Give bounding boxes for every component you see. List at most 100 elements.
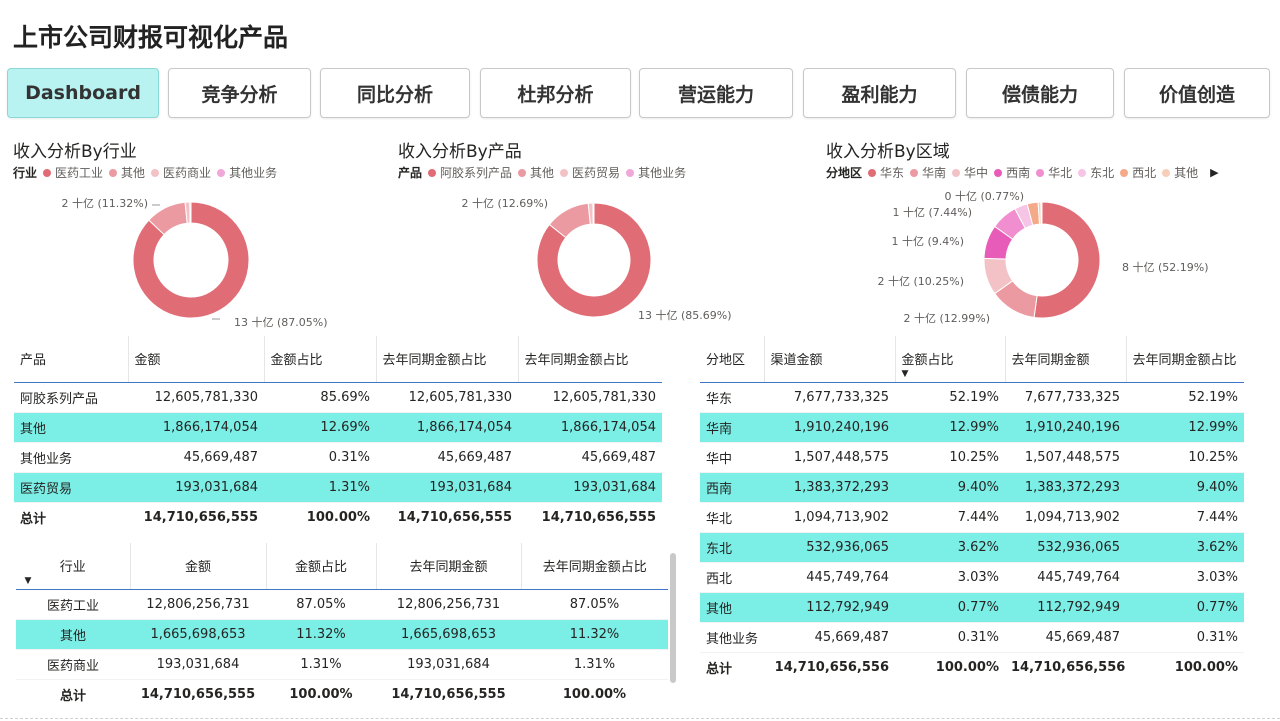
legend-dot-icon (1078, 168, 1087, 177)
donut-slice-其他业务[interactable] (189, 201, 192, 224)
donut-slice-其他业务[interactable] (1040, 201, 1043, 225)
column-header[interactable]: 去年同期金额占比 (375, 336, 518, 383)
column-header[interactable]: 去年同期金额 (1004, 336, 1126, 383)
column-header[interactable]: 去年同期金额 (375, 543, 521, 590)
product-chart-title: 收入分析By产品 (398, 142, 522, 162)
table-cell: 112,792,949 (1005, 592, 1126, 623)
table-row[interactable]: 医药商业 193,031,684 1.31% 193,031,684 1.31% (16, 649, 668, 680)
table-cell: 532,936,065 (1005, 532, 1126, 563)
table-row[interactable]: 西北 445,749,764 3.03% 445,749,764 3.03% (700, 562, 1244, 593)
legend-label: 华南 (922, 166, 947, 180)
page-bottom-divider (0, 718, 1280, 719)
nav-dupont-button[interactable]: 杜邦分析 (480, 68, 631, 118)
table-cell: 12.99% (895, 412, 1005, 443)
industry-table: 行业 金额 ▼ 金额占比 去年同期金额 去年同期金额占比 医药工业 12,806,… (16, 543, 668, 709)
donut-slice-其他业务[interactable] (592, 202, 595, 225)
column-header[interactable]: 产品 (14, 336, 128, 383)
product-label-main: 13 十亿 (85.69%) (638, 308, 732, 322)
legend-item[interactable]: 其他 (1162, 164, 1198, 181)
legend-item[interactable]: 华中 (952, 164, 988, 181)
legend-dot-icon (910, 168, 919, 177)
column-header[interactable]: 去年同期金额占比 (517, 336, 662, 383)
table-row[interactable]: 其他 1,866,174,054 12.69% 1,866,174,054 1,… (14, 412, 662, 443)
column-header[interactable]: 去年同期金额占比 (520, 543, 668, 590)
table-row[interactable]: 其他业务 45,669,487 0.31% 45,669,487 45,669,… (14, 442, 662, 473)
table-row[interactable]: 华北 1,094,713,902 7.44% 1,094,713,902 7.4… (700, 502, 1244, 533)
column-header[interactable]: 行业 (16, 543, 130, 590)
table-row[interactable]: 西南 1,383,372,293 9.40% 1,383,372,293 9.4… (700, 472, 1244, 503)
table-row[interactable]: 华东 7,677,733,325 52.19% 7,677,733,325 52… (700, 382, 1244, 413)
table-cell: 100.00% (895, 651, 1005, 682)
sort-desc-icon[interactable]: ▼ (24, 575, 32, 586)
nav-value-button[interactable]: 价值创造 (1124, 68, 1270, 118)
legend-label: 华东 (880, 166, 905, 180)
table-row[interactable]: 医药贸易 193,031,684 1.31% 193,031,684 193,0… (14, 472, 662, 503)
donut-slice-华东[interactable] (1033, 201, 1101, 319)
column-header-label: 金额 (184, 560, 211, 576)
industry-chart-title: 收入分析By行业 (13, 142, 137, 162)
nav-competition-button[interactable]: 竞争分析 (168, 68, 311, 118)
nav-yoy-button[interactable]: 同比分析 (320, 68, 470, 118)
table-row[interactable]: 东北 532,936,065 3.62% 532,936,065 3.62% (700, 532, 1244, 563)
column-header[interactable]: 金额占比 (263, 336, 376, 383)
region-label-north: 1 十亿 (7.44%) (892, 205, 972, 219)
column-header[interactable]: 金额占比 ▼ (894, 336, 1005, 383)
column-header[interactable]: 金额 (127, 336, 264, 383)
table-row[interactable]: 医药工业 12,806,256,731 87.05% 12,806,256,73… (16, 589, 668, 620)
legend-item[interactable]: 其他业务 (626, 164, 686, 181)
table-cell: 100.00% (1126, 651, 1244, 682)
table-cell: 112,792,949 (764, 592, 895, 623)
table-cell: 11.32% (266, 619, 376, 650)
table-row[interactable]: 其他 112,792,949 0.77% 112,792,949 0.77% (700, 592, 1244, 623)
column-header[interactable]: 金额 ▼ (25, 543, 266, 590)
nav-dashboard-button[interactable]: Dashboard (7, 68, 159, 118)
column-header[interactable]: 金额占比 (265, 543, 376, 590)
table-cell: 193,031,684 (376, 649, 521, 680)
legend-item[interactable]: 医药工业 (43, 164, 103, 181)
table-cell: 其他 (14, 412, 128, 443)
table-cell: 45,669,487 (764, 622, 895, 653)
table-row[interactable]: 华南 1,910,240,196 12.99% 1,910,240,196 12… (700, 412, 1244, 443)
table-cell: 52.19% (895, 382, 1005, 413)
legend-title: 分地区 (826, 166, 863, 180)
table-row[interactable]: 阿胶系列产品 12,605,781,330 85.69% 12,605,781,… (14, 382, 662, 413)
column-header[interactable]: 分地区 (700, 336, 764, 383)
legend-item[interactable]: 华南 (910, 164, 946, 181)
legend-next-icon[interactable]: ▶ (1210, 166, 1219, 179)
region-legend: 分地区 华东 华南 华中 西南 华北 东北 西北 其他 ▶ (826, 164, 1219, 181)
table-cell: 东北 (700, 532, 764, 563)
legend-item[interactable]: 其他业务 (217, 164, 277, 181)
column-header[interactable]: 去年同期金额占比 (1125, 336, 1244, 383)
legend-dot-icon (560, 168, 569, 177)
legend-item[interactable]: 其他 (109, 164, 145, 181)
donut-slice-阿胶系列产品[interactable] (536, 202, 652, 318)
nav-profit-button[interactable]: 盈利能力 (803, 68, 956, 118)
legend-dot-icon (626, 168, 635, 177)
table-cell: 其他 (16, 619, 130, 650)
table-row[interactable]: 其他 1,665,698,653 11.32% 1,665,698,653 11… (16, 619, 668, 650)
legend-item[interactable]: 医药商业 (151, 164, 211, 181)
legend-item[interactable]: 西南 (994, 164, 1030, 181)
table-cell: 14,710,656,555 (130, 678, 266, 709)
legend-item[interactable]: 阿胶系列产品 (428, 164, 512, 181)
region-donut-chart[interactable]: 8 十亿 (52.19%) 2 十亿 (12.99%) 2 十亿 (10.25%… (840, 185, 1260, 335)
legend-dot-icon (952, 168, 961, 177)
table-row[interactable]: 其他业务 45,669,487 0.31% 45,669,487 0.31% (700, 622, 1244, 653)
nav-operation-button[interactable]: 营运能力 (639, 68, 793, 118)
legend-item[interactable]: 华北 (1036, 164, 1072, 181)
legend-item[interactable]: 其他 (518, 164, 554, 181)
nav-solvency-button[interactable]: 偿债能力 (966, 68, 1114, 118)
legend-item[interactable]: 医药贸易 (560, 164, 620, 181)
product-donut-chart[interactable]: 2 十亿 (12.69%) 13 十亿 (85.69%) (400, 185, 800, 335)
column-header[interactable]: 渠道金额 (763, 336, 895, 383)
industry-donut-chart[interactable]: 2 十亿 (11.32%) 13 十亿 (87.05%) (0, 185, 400, 335)
legend-item[interactable]: 东北 (1078, 164, 1114, 181)
donut-slice-医药工业[interactable] (132, 201, 250, 319)
legend-dot-icon (994, 168, 1003, 177)
industry-table-scrollbar[interactable] (670, 553, 676, 683)
legend-label: 其他 (1174, 166, 1199, 180)
sort-desc-icon[interactable]: ▼ (901, 368, 909, 379)
legend-item[interactable]: 华东 (868, 164, 904, 181)
table-row[interactable]: 华中 1,507,448,575 10.25% 1,507,448,575 10… (700, 442, 1244, 473)
legend-item[interactable]: 西北 (1120, 164, 1156, 181)
